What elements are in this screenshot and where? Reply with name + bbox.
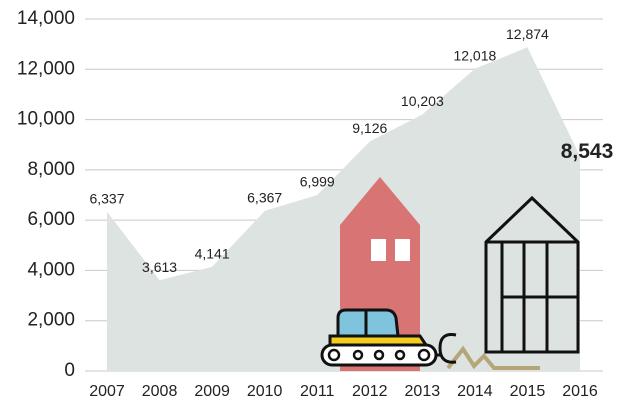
y-tick-label: 14,000 (17, 8, 75, 29)
y-tick-label: 10,000 (17, 109, 75, 130)
value-label: 12,874 (506, 26, 549, 42)
value-label: 6,367 (247, 190, 282, 206)
value-label: 3,613 (142, 259, 177, 275)
value-label: 8,543 (561, 140, 614, 163)
y-tick-label: 12,000 (17, 58, 75, 79)
y-tick-label: 6,000 (27, 209, 75, 230)
x-tick-label: 2016 (562, 383, 598, 400)
y-tick-label: 8,000 (27, 159, 75, 180)
value-label: 4,141 (195, 246, 230, 262)
y-tick-label: 4,000 (27, 259, 75, 280)
value-label: 6,337 (89, 190, 124, 206)
y-tick-label: 0 (64, 360, 75, 381)
y-tick-label: 2,000 (27, 310, 75, 331)
value-label: 10,203 (401, 93, 444, 109)
x-tick-label: 2009 (194, 383, 230, 400)
illustration (320, 177, 580, 371)
x-tick-label: 2013 (405, 383, 441, 400)
x-tick-label: 2015 (510, 383, 546, 400)
x-tick-label: 2007 (89, 383, 125, 400)
x-tick-label: 2014 (457, 383, 493, 400)
x-tick-label: 2012 (352, 383, 388, 400)
x-tick-label: 2011 (300, 383, 335, 400)
value-label: 9,126 (352, 120, 387, 136)
area (107, 47, 580, 372)
x-tick-label: 2010 (247, 383, 283, 400)
x-tick-label: 2008 (142, 383, 178, 400)
value-label: 6,999 (300, 174, 335, 190)
value-label: 12,018 (453, 48, 496, 64)
